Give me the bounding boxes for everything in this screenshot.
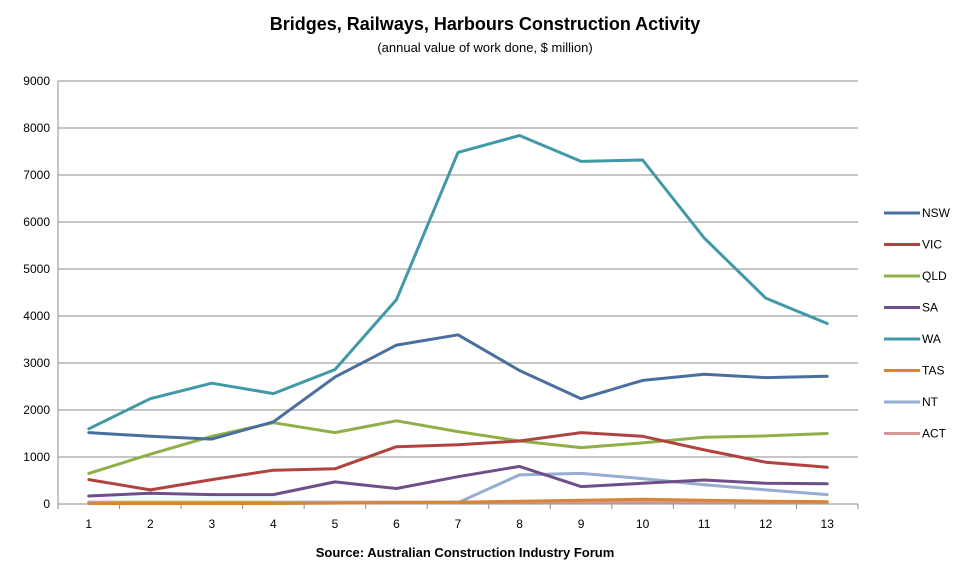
legend-label-sa: SA <box>922 301 938 315</box>
x-tick-label: 13 <box>821 517 835 531</box>
x-tick-label: 9 <box>578 517 585 531</box>
y-tick-label: 9000 <box>23 74 50 88</box>
x-tick-label: 3 <box>209 517 216 531</box>
x-tick-label: 6 <box>393 517 400 531</box>
series-line-tas <box>87 497 829 505</box>
x-tick-label: 2 <box>147 517 154 531</box>
y-tick-label: 5000 <box>23 262 50 276</box>
series-line-sa <box>87 464 829 498</box>
series-line-wa <box>87 134 829 431</box>
y-tick-label: 3000 <box>23 356 50 370</box>
y-tick-label: 2000 <box>23 403 50 417</box>
y-tick-label: 4000 <box>23 309 50 323</box>
legend-label-qld: QLD <box>922 269 947 283</box>
y-tick-label: 8000 <box>23 121 50 135</box>
series-line-qld <box>87 419 829 475</box>
legend-label-act: ACT <box>922 427 947 441</box>
y-tick-label: 0 <box>43 497 50 511</box>
x-tick-label: 11 <box>698 517 711 531</box>
y-tick-label: 1000 <box>23 450 50 464</box>
x-tick-label: 7 <box>455 517 462 531</box>
y-tick-label: 6000 <box>23 215 50 229</box>
chart-title: Bridges, Railways, Harbours Construction… <box>269 14 701 34</box>
chart-source: Source: Australian Construction Industry… <box>315 545 615 560</box>
series-line-nsw <box>87 333 829 441</box>
x-tick-label: 8 <box>516 517 523 531</box>
legend-label-nt: NT <box>922 395 939 409</box>
x-tick-label: 4 <box>270 517 277 531</box>
legend-label-nsw: NSW <box>922 206 951 220</box>
legend-label-tas: TAS <box>922 364 944 378</box>
x-tick-label: 10 <box>636 517 650 531</box>
legend-label-vic: VIC <box>922 238 942 252</box>
chart-subtitle: (annual value of work done, $ million) <box>377 40 593 55</box>
y-tick-label: 7000 <box>23 168 50 182</box>
series-line-vic <box>87 431 829 492</box>
x-tick-label: 1 <box>85 517 92 531</box>
legend-label-wa: WA <box>922 332 941 346</box>
x-tick-label: 5 <box>332 517 339 531</box>
x-tick-label: 12 <box>759 517 773 531</box>
